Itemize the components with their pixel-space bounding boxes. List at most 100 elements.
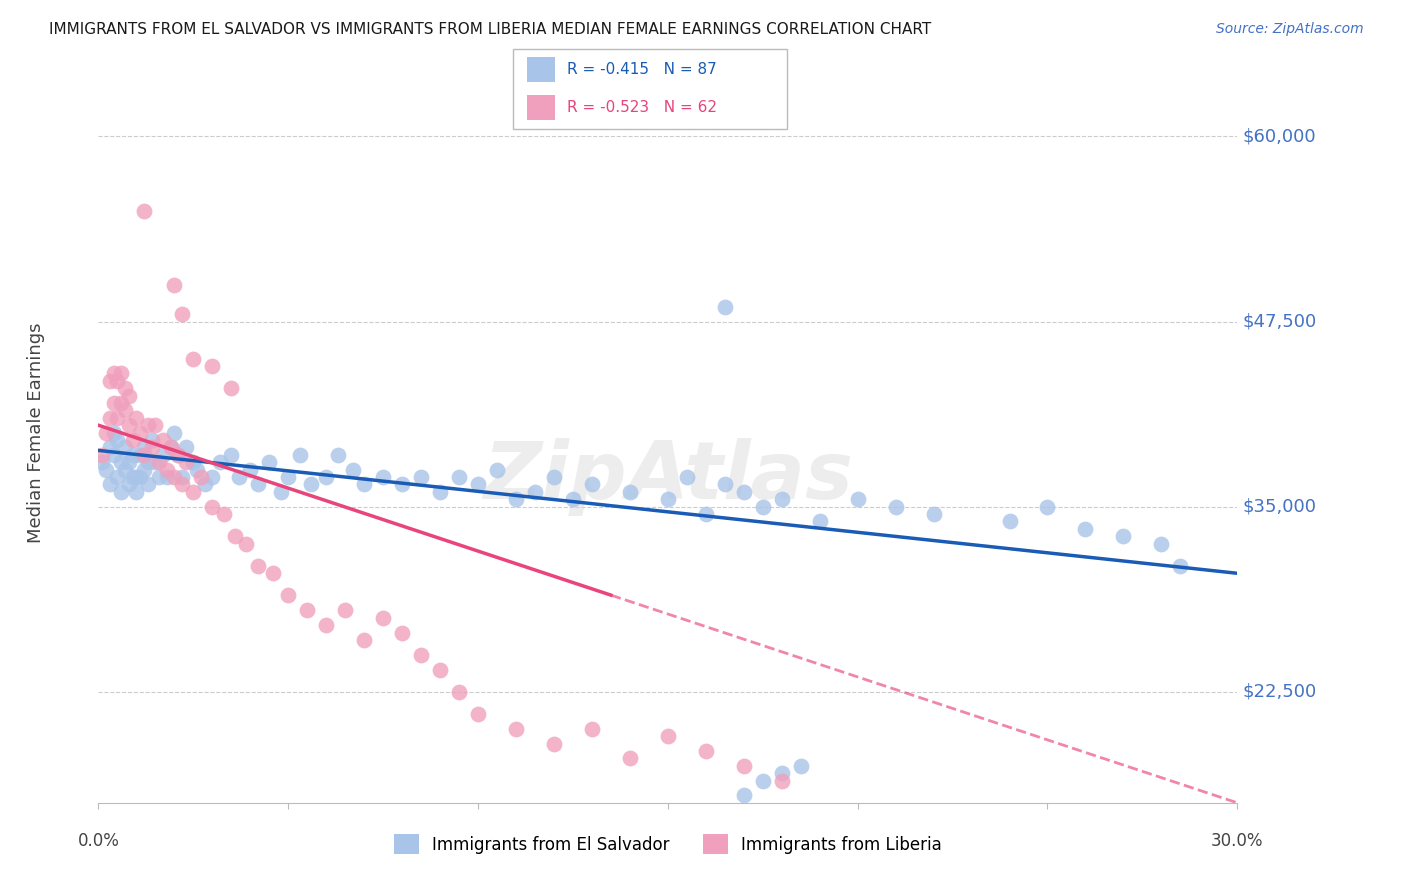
Point xyxy=(170,477,193,491)
Point xyxy=(353,477,375,491)
Point xyxy=(167,448,190,462)
Point xyxy=(695,507,717,521)
Point xyxy=(114,441,136,455)
Point xyxy=(371,610,394,624)
Point xyxy=(129,470,152,484)
Point xyxy=(770,773,793,788)
Point xyxy=(110,455,132,469)
Point xyxy=(110,367,132,381)
Point xyxy=(132,448,155,462)
Point xyxy=(152,433,174,447)
Point xyxy=(103,448,125,462)
Point xyxy=(118,388,141,402)
Point xyxy=(299,477,322,491)
Point xyxy=(212,507,235,521)
Point xyxy=(733,484,755,499)
Point xyxy=(297,603,319,617)
Point xyxy=(141,441,163,455)
Point xyxy=(208,455,231,469)
Point xyxy=(174,441,197,455)
Point xyxy=(846,492,869,507)
Point xyxy=(335,603,357,617)
Point xyxy=(114,462,136,476)
Legend: Immigrants from El Salvador, Immigrants from Liberia: Immigrants from El Salvador, Immigrants … xyxy=(387,828,949,861)
Point xyxy=(152,448,174,462)
Point xyxy=(121,433,143,447)
Point xyxy=(183,484,205,499)
Text: 30.0%: 30.0% xyxy=(1211,832,1264,850)
Point xyxy=(221,381,243,395)
Point xyxy=(808,515,831,529)
Point xyxy=(118,477,141,491)
Point xyxy=(752,773,775,788)
Text: $47,500: $47,500 xyxy=(1243,312,1317,331)
Point xyxy=(353,632,375,647)
Point xyxy=(98,441,121,455)
Point xyxy=(467,706,489,721)
Point xyxy=(884,500,907,514)
Point xyxy=(505,492,527,507)
Point xyxy=(91,448,114,462)
Point xyxy=(98,410,121,425)
Point xyxy=(129,425,152,440)
Point xyxy=(619,484,641,499)
Point xyxy=(94,462,117,476)
Point xyxy=(141,433,163,447)
Point xyxy=(562,492,585,507)
Point xyxy=(103,367,125,381)
Point xyxy=(714,300,737,314)
Point xyxy=(159,441,181,455)
Point xyxy=(103,396,125,410)
Text: ZipAtlas: ZipAtlas xyxy=(482,438,853,516)
Point xyxy=(524,484,547,499)
Point xyxy=(103,425,125,440)
Point xyxy=(770,492,793,507)
Text: $22,500: $22,500 xyxy=(1243,682,1317,701)
Point xyxy=(733,758,755,772)
Point xyxy=(183,455,205,469)
Point xyxy=(752,500,775,514)
Point xyxy=(277,589,299,603)
Text: R = -0.523   N = 62: R = -0.523 N = 62 xyxy=(567,100,717,115)
Point xyxy=(326,448,349,462)
Point xyxy=(194,477,217,491)
Point xyxy=(132,203,155,218)
Point xyxy=(183,351,205,366)
Point xyxy=(1150,536,1173,550)
Point xyxy=(107,410,129,425)
Point xyxy=(277,470,299,484)
Point xyxy=(657,492,679,507)
Point xyxy=(676,470,699,484)
Point xyxy=(581,722,603,736)
Point xyxy=(107,470,129,484)
Point xyxy=(371,470,394,484)
Point xyxy=(170,307,193,321)
Point xyxy=(170,470,193,484)
Point xyxy=(342,462,364,476)
Point xyxy=(190,470,212,484)
Point xyxy=(619,751,641,765)
Point xyxy=(201,500,224,514)
Point xyxy=(262,566,284,581)
Point xyxy=(543,470,565,484)
Point xyxy=(1074,522,1097,536)
Text: $60,000: $60,000 xyxy=(1243,128,1316,145)
Point xyxy=(125,484,148,499)
Point xyxy=(110,396,132,410)
Point xyxy=(201,470,224,484)
Text: $35,000: $35,000 xyxy=(1243,498,1317,516)
Point xyxy=(581,477,603,491)
Point xyxy=(411,648,433,662)
Text: Median Female Earnings: Median Female Earnings xyxy=(27,322,45,543)
Point xyxy=(136,455,159,469)
Point xyxy=(391,625,413,640)
Point xyxy=(118,418,141,433)
Point xyxy=(429,484,451,499)
Point xyxy=(167,448,190,462)
Point xyxy=(429,663,451,677)
Point xyxy=(114,381,136,395)
Point xyxy=(221,448,243,462)
Point xyxy=(148,470,170,484)
Point xyxy=(411,470,433,484)
Point xyxy=(315,618,337,632)
